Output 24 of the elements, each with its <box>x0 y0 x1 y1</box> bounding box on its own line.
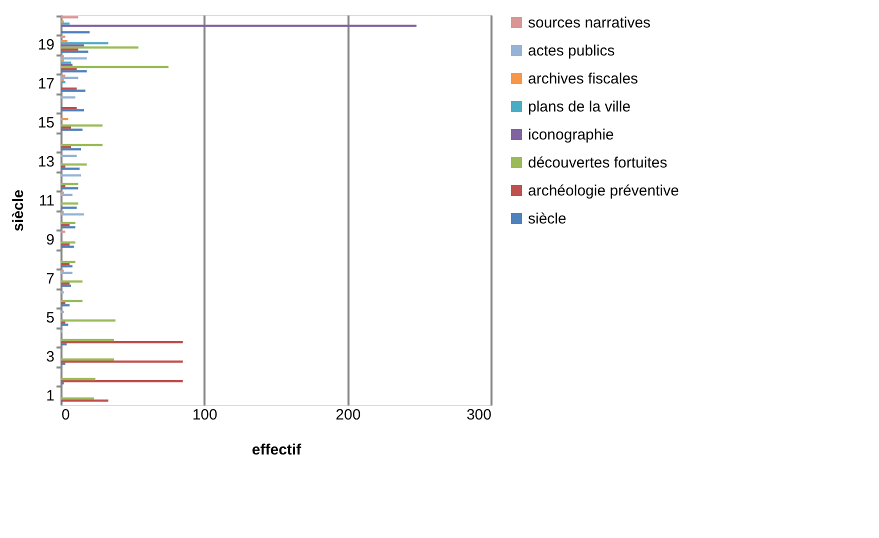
x-tick-label: 200 <box>336 406 361 424</box>
legend-label: sources narratives <box>528 14 651 32</box>
x-axis-title: effectif <box>252 442 302 458</box>
y-tick-label: 7 <box>46 270 54 288</box>
y-tick-label: 3 <box>46 348 54 366</box>
y-tick-label: 17 <box>38 75 54 92</box>
legend-label: archives fiscales <box>528 70 638 88</box>
y-tick-label: 9 <box>46 231 54 248</box>
legend-label: archéologie préventive <box>528 182 679 200</box>
y-tick-label: 1 <box>46 387 54 404</box>
y-tick-label: 11 <box>38 192 54 210</box>
y-tick-label: 19 <box>38 36 54 54</box>
legend-label: actes publics <box>528 42 615 60</box>
x-tick-label: 300 <box>466 406 492 424</box>
y-tick-label: 5 <box>46 309 54 326</box>
legend-label: siècle <box>528 210 566 228</box>
legend-label: iconographie <box>528 126 614 144</box>
legend-label: découvertes fortuites <box>528 154 668 172</box>
y-tick-label: 15 <box>38 114 54 132</box>
x-tick-label: 100 <box>192 406 218 424</box>
x-tick-label: 0 <box>62 406 70 424</box>
y-axis-title: siècle <box>10 190 27 232</box>
legend-label: plans de la ville <box>528 98 631 116</box>
y-tick-label: 13 <box>38 153 54 170</box>
